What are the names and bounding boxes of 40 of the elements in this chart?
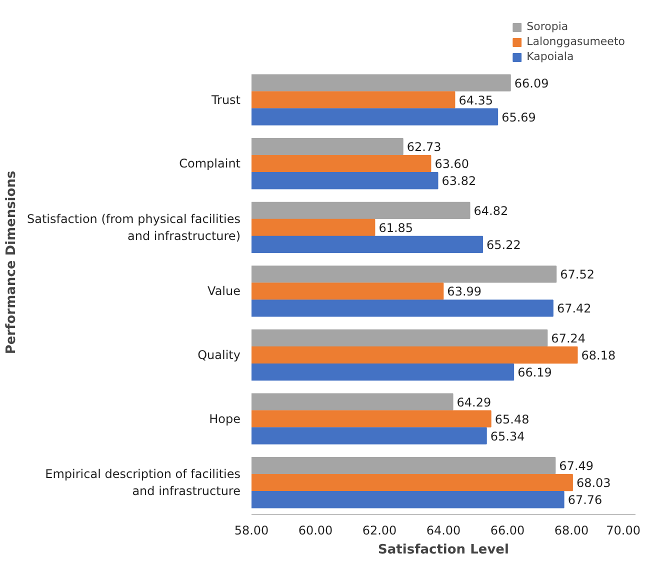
data-label: 67.52	[560, 268, 594, 282]
legend-label: Kapoiala	[526, 50, 574, 63]
x-axis-title: Satisfaction Level	[378, 542, 509, 558]
data-label: 64.29	[456, 395, 492, 410]
x-tick-label: 70.00	[606, 524, 641, 538]
y-axis-title: Performance Dimensions	[4, 170, 19, 354]
y-tick-label: Hope	[209, 412, 241, 426]
x-tick-label: 64.00	[426, 524, 461, 538]
data-label: 67.49	[559, 459, 594, 474]
data-label: 67.24	[551, 331, 586, 346]
data-label: 66.19	[518, 366, 552, 380]
x-tick-label: 66.00	[490, 524, 525, 538]
legend-label: Lalonggasumeeto	[526, 35, 625, 48]
data-label: 62.73	[406, 140, 442, 154]
data-label: 64.82	[474, 204, 508, 218]
data-label: 65.69	[502, 110, 536, 124]
data-label: 61.85	[378, 220, 414, 235]
x-tick-label: 62.00	[362, 524, 397, 538]
data-label: 63.60	[434, 157, 470, 172]
data-label: 64.35	[458, 93, 494, 108]
data-label: 65.22	[486, 238, 521, 252]
y-tick-label: Satisfaction (from physical facilities and infrastructure)	[26, 212, 241, 243]
legend-label: Soropia	[526, 20, 568, 33]
data-label: 68.03	[576, 476, 611, 490]
data-label: 63.99	[447, 284, 482, 299]
y-tick-label: Empirical description of facilities and infrastructure	[45, 467, 241, 498]
data-label: 65.34	[490, 429, 525, 444]
data-label: 63.82	[442, 174, 476, 188]
x-tick-label: 60.00	[298, 524, 333, 538]
x-tick-label: 58.00	[234, 524, 269, 538]
y-tick-label: Trust	[210, 92, 241, 107]
x-tick-label: 68.00	[554, 524, 589, 538]
data-label: 65.48	[494, 412, 530, 426]
y-tick-label: Complaint	[179, 156, 241, 171]
data-label: 67.76	[568, 493, 602, 508]
y-tick-label: Quality	[198, 348, 241, 362]
y-tick-label: Value	[208, 284, 240, 298]
data-label: 66.09	[514, 76, 549, 90]
data-label: 68.18	[581, 348, 616, 363]
data-label: 67.42	[556, 302, 592, 316]
